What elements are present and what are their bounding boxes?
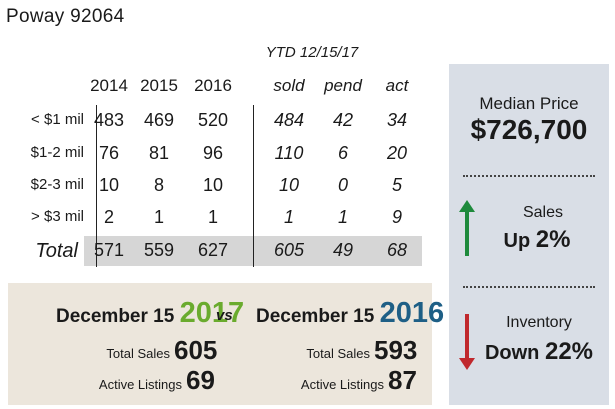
table-cell: 34 <box>386 110 408 130</box>
table-cell: 20 <box>386 143 408 163</box>
arrow-down-icon <box>459 314 475 370</box>
row-label: $2-3 mil <box>30 176 84 193</box>
total-cell: 571 <box>93 240 125 260</box>
active-listings-label-left: Active Listings <box>98 377 182 392</box>
table-cell: 484 <box>273 110 305 130</box>
total-sales-label-left: Total Sales <box>106 346 170 361</box>
active-listings-label-right: Active Listings <box>300 377 384 392</box>
median-price-label: Median Price <box>479 94 579 113</box>
table-cell: 9 <box>391 207 402 227</box>
table-cell: 81 <box>148 143 170 163</box>
table-cell: 10 <box>98 175 120 195</box>
vs-label: vs <box>216 307 233 324</box>
table-cell: 10 <box>278 175 300 195</box>
total-sales-value-right: 593 <box>374 335 418 365</box>
inventory-direction: Down <box>484 342 540 364</box>
sales-label: Sales <box>522 204 564 221</box>
table-cell: 483 <box>93 110 125 130</box>
column-divider <box>253 105 254 267</box>
comparison-heading-right: December 15 2016 <box>256 297 444 330</box>
table-cell: 96 <box>202 143 224 163</box>
col-header-2014: 2014 <box>90 76 128 95</box>
active-listings-value-left: 69 <box>186 365 215 395</box>
median-price-value: $726,700 <box>470 114 588 145</box>
comparison-date-right: December 15 <box>256 306 375 327</box>
comparison-heading-left: December 15 2017 <box>56 297 244 330</box>
arrow-up-icon <box>459 200 475 256</box>
page-title: Poway 92064 <box>6 6 125 27</box>
table-cell: 1 <box>283 207 294 227</box>
sales-change: Up 2% <box>457 226 615 254</box>
table-cell: 8 <box>153 175 164 195</box>
summary-panel: Median Price $726,700 Sales Up 2% Invent… <box>449 64 609 405</box>
col-header-pend: pend <box>324 76 362 95</box>
year-comparison-panel: December 15 2017 vs December 15 2016 Tot… <box>8 283 444 405</box>
column-divider <box>96 105 97 267</box>
active-listings-value-right: 87 <box>388 365 417 395</box>
row-label: < $1 mil <box>31 111 84 128</box>
table-cell: 42 <box>332 110 354 130</box>
total-sales-label-right: Total Sales <box>306 346 370 361</box>
sales-direction: Up <box>503 230 531 252</box>
total-cell: 49 <box>332 240 354 260</box>
total-cell: 559 <box>143 240 175 260</box>
table-cell: 469 <box>143 110 175 130</box>
inventory-label: Inventory <box>506 314 572 331</box>
total-cell: 627 <box>197 240 229 260</box>
table-cell: 1 <box>207 207 218 227</box>
comparison-date-left: December 15 <box>56 306 175 327</box>
total-label: Total <box>35 240 78 262</box>
table-cell: 110 <box>274 143 304 163</box>
table-cell: 2 <box>103 207 114 227</box>
col-header-2015: 2015 <box>140 76 178 95</box>
table-cell: 76 <box>98 143 120 163</box>
table-cell: 1 <box>337 207 348 227</box>
row-label: $1-2 mil <box>30 144 84 161</box>
total-cell: 605 <box>273 240 305 260</box>
table-cell: 6 <box>337 143 348 163</box>
table-cell: 520 <box>197 110 229 130</box>
row-label: > $3 mil <box>31 208 84 225</box>
inventory-change: Down 22% <box>459 338 615 366</box>
total-cell: 68 <box>386 240 408 260</box>
table-cell: 5 <box>391 175 402 195</box>
ytd-label: YTD 12/15/17 <box>265 44 359 61</box>
comparison-year-right: 2016 <box>379 297 445 329</box>
table-cell: 1 <box>153 207 164 227</box>
comparison-year-left: 2017 <box>179 297 245 329</box>
dotted-divider <box>463 175 595 177</box>
inventory-change-value: 22% <box>544 338 594 365</box>
col-header-act: act <box>385 76 409 95</box>
col-header-sold: sold <box>273 76 305 95</box>
table-cell: 10 <box>202 175 224 195</box>
total-sales-value-left: 605 <box>174 335 218 365</box>
sales-change-value: 2% <box>535 226 571 253</box>
dotted-divider <box>463 286 595 288</box>
table-cell: 0 <box>337 175 348 195</box>
col-header-2016: 2016 <box>194 76 232 95</box>
